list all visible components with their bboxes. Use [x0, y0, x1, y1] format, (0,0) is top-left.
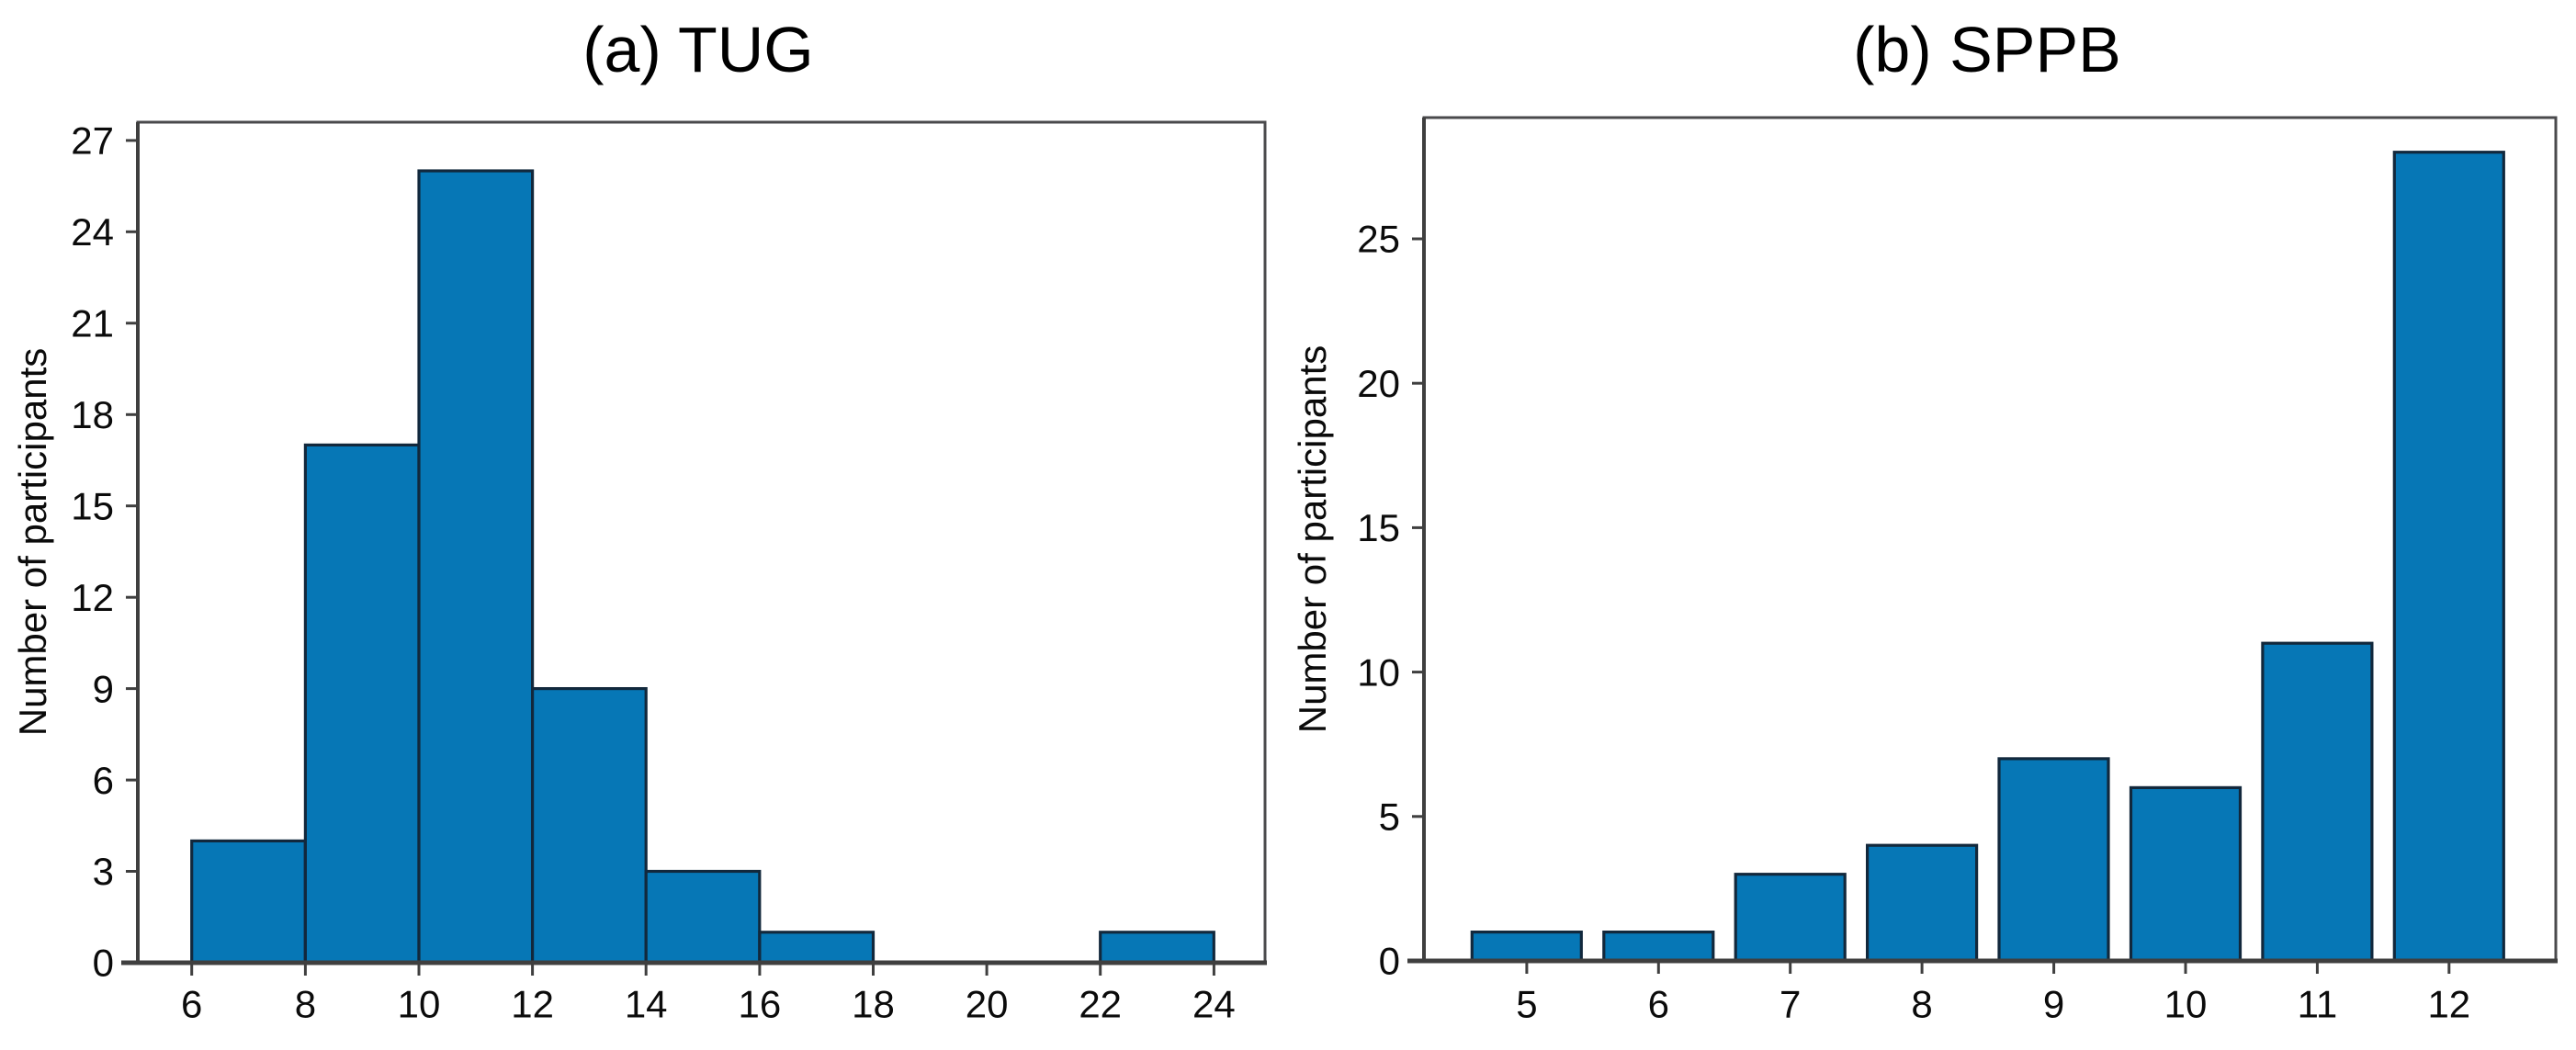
a-y-tick-label: 3 — [93, 850, 114, 893]
a-x-tick-label: 16 — [739, 983, 782, 1026]
a-x-tick-label: 12 — [511, 983, 554, 1026]
a-x-tick-label: 8 — [295, 983, 316, 1026]
chart-a-y-axis-label: Number of participants — [11, 347, 54, 737]
a-x-tick-label: 14 — [625, 983, 668, 1026]
b-bar-12 — [2392, 151, 2505, 963]
a-y-tick-label: 0 — [93, 942, 114, 985]
b-bar-8 — [1865, 843, 1979, 963]
b-y-tick-label: 15 — [1357, 506, 1400, 549]
a-y-tick-label: 24 — [71, 210, 114, 254]
b-x-tick-label: 7 — [1779, 983, 1801, 1026]
a-x-tick-label: 24 — [1192, 983, 1236, 1026]
a-x-tick-label: 6 — [181, 983, 202, 1026]
b-x-tick-label: 9 — [2043, 983, 2064, 1026]
a-x-tick-label: 18 — [852, 983, 895, 1026]
a-x-tick-label: 22 — [1079, 983, 1122, 1026]
b-x-tick-label: 8 — [1911, 983, 1932, 1026]
a-bar-16-18 — [758, 931, 876, 965]
a-bar-6-8 — [190, 839, 307, 965]
b-x-tick-label: 10 — [2164, 983, 2208, 1026]
b-bar-7 — [1734, 873, 1847, 963]
b-y-tick-label: 20 — [1357, 362, 1400, 405]
b-bar-10 — [2129, 785, 2243, 963]
b-x-tick-label: 11 — [2298, 983, 2338, 1026]
b-y-tick-label: 0 — [1379, 940, 1400, 983]
a-bar-8-10 — [303, 443, 421, 965]
chart-b-y-axis-label: Number of participants — [1291, 344, 1334, 734]
chart-b-title: (b) SPPB — [1853, 14, 2121, 85]
a-y-tick-label: 9 — [93, 667, 114, 710]
b-bar-6 — [1602, 930, 1715, 963]
a-y-tick-label: 6 — [93, 759, 114, 802]
a-y-tick-label: 12 — [71, 576, 114, 619]
a-bar-12-14 — [530, 686, 648, 965]
a-bar-10-12 — [417, 169, 535, 965]
b-plot-frame — [1422, 116, 2558, 963]
b-bar-11 — [2261, 641, 2374, 963]
b-y-tick-label: 5 — [1379, 796, 1400, 839]
b-bar-9 — [1997, 757, 2110, 963]
a-y-tick-label: 21 — [71, 302, 114, 345]
a-y-tick-label: 18 — [71, 393, 114, 436]
chart-a-title: (a) TUG — [582, 14, 814, 85]
b-y-tick-label: 25 — [1357, 218, 1400, 261]
b-x-tick-label: 5 — [1516, 983, 1537, 1026]
a-bar-14-16 — [644, 869, 762, 965]
a-bar-22-24 — [1099, 931, 1215, 965]
b-x-tick-label: 12 — [2427, 983, 2470, 1026]
a-y-tick-label: 15 — [71, 484, 114, 527]
a-x-tick-label: 10 — [398, 983, 441, 1026]
b-bar-5 — [1470, 930, 1583, 963]
a-y-tick-label: 27 — [71, 119, 114, 163]
a-x-tick-label: 20 — [966, 983, 1009, 1026]
b-x-tick-label: 6 — [1648, 983, 1669, 1026]
b-y-tick-label: 10 — [1357, 650, 1400, 694]
